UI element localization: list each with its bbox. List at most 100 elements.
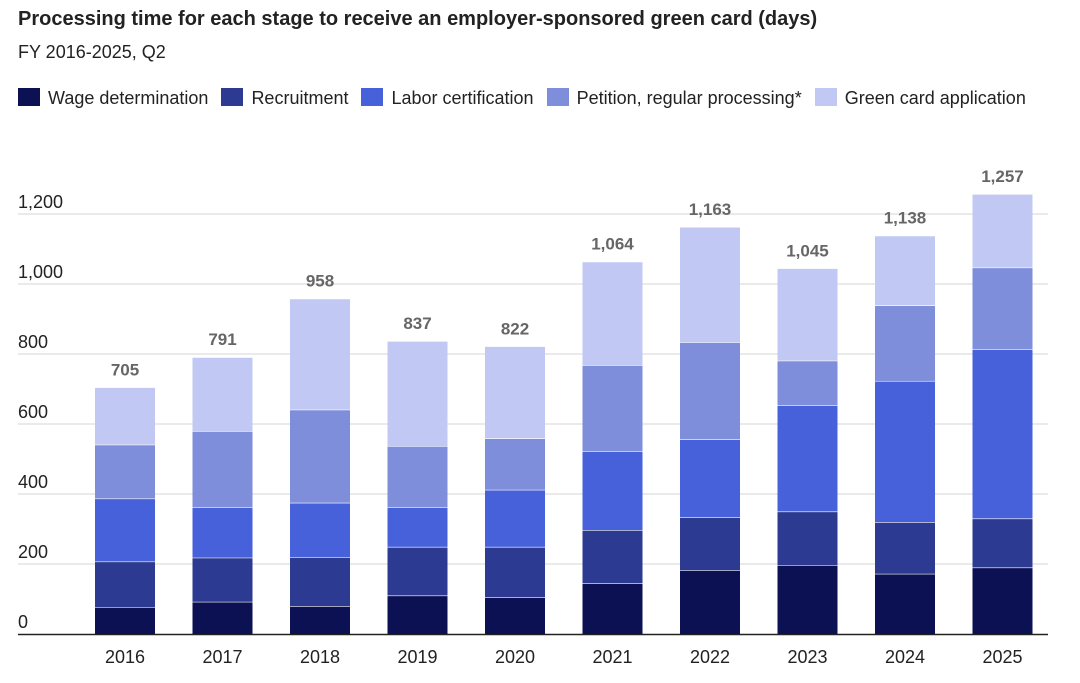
chart-subtitle: FY 2016-2025, Q2 — [18, 42, 166, 62]
bar-segment — [777, 405, 838, 512]
bar-total-label: 958 — [306, 272, 334, 291]
bar-segment — [387, 341, 448, 447]
bar-segment — [290, 557, 350, 606]
bar-segment — [95, 561, 155, 608]
bar-segment — [972, 194, 1033, 268]
bar-segment — [972, 267, 1033, 350]
y-tick-label: 1,000 — [18, 262, 63, 282]
bar-segment — [582, 365, 643, 452]
legend-label: Recruitment — [251, 88, 349, 108]
y-tick-label: 600 — [18, 402, 48, 422]
x-tick-label: 2025 — [982, 647, 1022, 667]
x-tick-label: 2024 — [885, 647, 925, 667]
y-tick-label: 400 — [18, 472, 48, 492]
bar-segment — [680, 342, 740, 440]
bar-segment — [485, 346, 545, 439]
legend-item-green-card-application: Green card application — [814, 88, 1026, 108]
legend-item-labor-certification: Labor certification — [361, 88, 534, 108]
bar-segment — [485, 489, 545, 547]
bar-segment — [972, 518, 1033, 568]
bar-segment — [582, 583, 643, 634]
bar-segment — [485, 597, 545, 634]
legend: Wage determination Recruitment Labor cer… — [18, 82, 1038, 114]
bar-segment — [290, 606, 350, 634]
bar-total-label: 1,064 — [591, 235, 634, 254]
x-tick-label: 2022 — [690, 647, 730, 667]
y-tick-label: 1,200 — [18, 192, 63, 212]
legend-swatch — [546, 88, 569, 106]
y-tick-label: 800 — [18, 332, 48, 352]
bar-segment — [387, 595, 448, 634]
bar-segment — [192, 557, 253, 602]
bar-segment — [972, 567, 1033, 634]
bar-segment — [387, 446, 448, 508]
bar-segment — [777, 565, 838, 634]
legend-item-wage-determination: Wage determination — [18, 88, 208, 108]
bar-total-labels: 705 791 958 837 822 1,064 1,163 1,045 1,138 1,257 — [111, 167, 1024, 379]
legend-label: Petition, regular processing* — [576, 88, 802, 108]
x-tick-label: 2021 — [592, 647, 632, 667]
y-tick-label: 0 — [18, 612, 28, 632]
bar-total-label: 705 — [111, 360, 139, 379]
bar-total-label: 1,138 — [884, 209, 927, 228]
y-axis-labels: 0 200 400 600 800 1,000 1,200 — [18, 192, 63, 632]
x-axis-labels: 2016 2017 2018 2019 2020 2021 2022 2023 2024 2025 — [105, 647, 1023, 667]
bar-segment — [485, 438, 545, 490]
bar-total-label: 837 — [403, 314, 431, 333]
bar-segment — [680, 570, 740, 634]
bar-total-label: 1,163 — [689, 200, 732, 219]
bar-segment — [777, 511, 838, 566]
x-tick-label: 2023 — [787, 647, 827, 667]
bar-segment — [582, 530, 643, 584]
legend-swatch — [221, 88, 244, 106]
bar-segment — [192, 431, 253, 508]
bar-total-label: 1,045 — [786, 241, 829, 260]
bar-total-label: 822 — [501, 319, 529, 338]
bar-segment — [387, 507, 448, 547]
bar-segment — [485, 546, 545, 598]
bar-total-label: 791 — [208, 330, 236, 349]
bar-segment — [387, 546, 448, 596]
legend-swatch — [814, 88, 837, 106]
y-tick-label: 200 — [18, 542, 48, 562]
bar-segment — [290, 298, 350, 410]
legend-label: Green card application — [844, 88, 1026, 108]
legend-label: Labor certification — [391, 88, 534, 108]
bar-segment — [582, 261, 643, 366]
bar-segment — [290, 502, 350, 557]
bar-total-label: 1,257 — [981, 167, 1024, 186]
bar-segment — [875, 380, 935, 522]
bar-segment — [875, 305, 935, 381]
x-tick-label: 2017 — [202, 647, 242, 667]
bar-segment — [875, 235, 935, 306]
bar-segment — [582, 451, 643, 531]
bar-segment — [192, 601, 253, 634]
bar-segment — [95, 387, 155, 445]
chart-title: Processing time for each stage to receiv… — [18, 8, 818, 30]
bars — [95, 193, 1033, 634]
legend-item-recruitment: Recruitment — [221, 88, 348, 108]
bar-segment — [875, 573, 935, 634]
bar-segment — [680, 517, 740, 571]
bar-segment — [95, 498, 155, 562]
x-tick-label: 2018 — [300, 647, 340, 667]
bar-segment — [192, 357, 253, 431]
bar-segment — [777, 268, 838, 361]
bar-segment — [875, 522, 935, 574]
bar-segment — [777, 360, 838, 406]
x-tick-label: 2016 — [105, 647, 145, 667]
x-tick-label: 2020 — [495, 647, 535, 667]
bar-segment — [680, 226, 740, 343]
bar-segment — [95, 607, 155, 634]
legend-item-petition: Petition, regular processing* — [546, 88, 802, 108]
bar-segment — [972, 349, 1033, 519]
bar-segment — [192, 507, 253, 558]
legend-swatch — [361, 88, 384, 106]
legend-swatch — [18, 88, 40, 106]
bar-segment — [290, 409, 350, 503]
legend-label: Wage determination — [48, 88, 209, 108]
x-tick-label: 2019 — [397, 647, 437, 667]
bar-segment — [95, 444, 155, 499]
bar-segment — [680, 439, 740, 518]
